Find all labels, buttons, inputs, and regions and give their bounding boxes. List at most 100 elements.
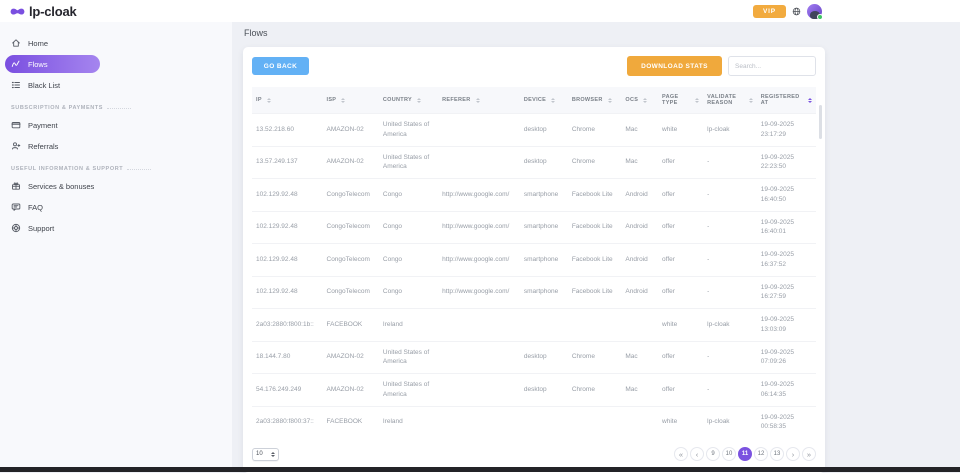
sort-icon[interactable]	[551, 97, 556, 103]
table-cell: Mac	[621, 113, 659, 146]
list-icon	[11, 80, 21, 90]
search-input[interactable]	[728, 56, 816, 76]
sidebar-item-referrals[interactable]: Referrals	[0, 137, 232, 155]
table-row: 54.176.249.249 AMAZON-02 United States of …	[252, 373, 816, 406]
sort-icon[interactable]	[695, 97, 700, 103]
sidebar-item-label: Payment	[28, 120, 58, 130]
table-cell: -	[703, 275, 757, 309]
download-stats-button[interactable]: DOWNLOAD STATS	[627, 56, 722, 76]
column-header-browser[interactable]: BROWSER	[567, 87, 622, 114]
table-cell: white	[658, 405, 704, 438]
sidebar-item-label: Referrals	[28, 141, 59, 151]
table-cell: smartphone	[519, 243, 568, 276]
column-header-country[interactable]: COUNTRY	[378, 87, 439, 114]
go-back-button[interactable]: GO BACK	[252, 57, 309, 75]
column-header-isp[interactable]: ISP	[322, 87, 379, 114]
sidebar-item-faq[interactable]: FAQ	[0, 198, 232, 216]
table-cell: -	[703, 178, 757, 211]
table-cell: Chrome	[567, 145, 622, 179]
table-cell: United States of America	[378, 145, 439, 179]
pagination-last-button[interactable]: »	[802, 447, 816, 461]
table-cell: 19-09-2025 13:03:09	[756, 308, 816, 341]
sort-icon[interactable]	[266, 97, 271, 103]
table-cell: Congo	[378, 178, 439, 211]
table-cell: lp-cloak	[703, 113, 757, 146]
table-row: 2a03:2880:f800:37:: FACEBOOK Ireland white l…	[252, 405, 816, 438]
sidebar-item-flows[interactable]: Flows	[5, 55, 100, 73]
sort-icon[interactable]	[475, 97, 480, 103]
column-header-registered-at[interactable]: REGISTERED AT	[756, 87, 816, 114]
table-cell: -	[703, 340, 757, 374]
sidebar-item-services-bonuses[interactable]: Services & bonuses	[0, 177, 232, 195]
pagination-page-13[interactable]: 13	[770, 447, 784, 461]
table-cell: Mac	[621, 145, 659, 179]
sort-icon[interactable]	[643, 97, 648, 103]
sort-icon[interactable]	[748, 97, 753, 103]
pagination: «‹ 9 10 11 12 13 ›»	[674, 447, 816, 461]
column-header-ocs[interactable]: OCS	[621, 87, 659, 114]
card-toolbar: GO BACK DOWNLOAD STATS	[252, 56, 816, 76]
sidebar-nav: Home Flows Black List SUBSCRIPTION & PAYMEN…	[0, 22, 232, 467]
table-cell: United States of America	[378, 373, 439, 406]
pagination-page-9[interactable]: 9	[706, 447, 720, 461]
pagination-page-11[interactable]: 11	[738, 447, 752, 461]
sort-icon[interactable]	[341, 97, 346, 103]
column-header-validate-reason[interactable]: VALIDATE REASON	[703, 87, 757, 114]
user-avatar[interactable]	[807, 3, 823, 20]
pagination-first-button[interactable]: «	[674, 447, 688, 461]
table-cell: AMAZON-02	[322, 373, 379, 406]
sort-icon[interactable]	[808, 97, 812, 103]
globe-language-icon[interactable]	[792, 7, 801, 16]
table-cell: Chrome	[567, 373, 622, 406]
table-cell: 102.129.92.48	[252, 275, 323, 309]
bottom-edge-bar	[0, 467, 960, 472]
page-size-select[interactable]: 10	[252, 447, 279, 461]
table-cell: offer	[658, 340, 704, 374]
table-cell: Android	[621, 243, 659, 276]
table-cell: desktop	[519, 145, 568, 179]
sort-icon[interactable]	[416, 97, 421, 103]
table-cell: 102.129.92.48	[252, 178, 323, 211]
table-cell: CongoTelecom	[322, 243, 379, 276]
column-header-referer[interactable]: REFERER	[438, 87, 520, 114]
table-cell: offer	[658, 210, 704, 244]
sidebar-item-home[interactable]: Home	[0, 34, 232, 52]
sidebar-item-support[interactable]: Support	[0, 219, 232, 237]
pagination-page-10[interactable]: 10	[722, 447, 736, 461]
column-header-page-type[interactable]: PAGE TYPE	[658, 87, 704, 114]
table-cell: AMAZON-02	[322, 145, 379, 179]
card-footer: 10 «‹ 9 10 11 12 13 ›»	[252, 447, 816, 461]
pagination-page-12[interactable]: 12	[754, 447, 768, 461]
table-cell: Mac	[621, 340, 659, 374]
column-header-device[interactable]: DEVICE	[519, 87, 568, 114]
table-cell	[438, 308, 520, 341]
table-cell	[438, 113, 520, 146]
table-cell: 2a03:2880:f800:1b::	[252, 308, 323, 341]
table-cell	[567, 405, 622, 438]
table-cell: United States of America	[378, 113, 439, 146]
table-cell: CongoTelecom	[322, 210, 379, 244]
sidebar-section-title: SUBSCRIPTION & PAYMENTS	[0, 105, 232, 111]
table-cell	[621, 405, 659, 438]
table-cell: Android	[621, 178, 659, 211]
vip-button[interactable]: VIP	[753, 4, 786, 18]
sidebar-item-label: Home	[28, 38, 49, 48]
table-cell: FACEBOOK	[322, 405, 379, 438]
table-cell: Facebook Lite	[567, 243, 622, 276]
table-cell: -	[703, 210, 757, 244]
table-row: 13.52.218.60 AMAZON-02 United States of Am…	[252, 113, 816, 146]
table-cell: 19-09-2025 16:40:50	[756, 178, 816, 211]
table-cell: 102.129.92.48	[252, 243, 323, 276]
table-row: 102.129.92.48 CongoTelecom Congo http://www…	[252, 275, 816, 309]
sort-icon[interactable]	[607, 97, 612, 103]
table-scrollbar[interactable]	[819, 105, 822, 139]
pagination-prev-button[interactable]: ‹	[690, 447, 704, 461]
sidebar-item-black-list[interactable]: Black List	[0, 76, 232, 94]
column-header-ip[interactable]: IP	[252, 87, 323, 114]
pagination-next-button[interactable]: ›	[786, 447, 800, 461]
sidebar-item-payment[interactable]: Payment	[0, 116, 232, 134]
table-cell: white	[658, 308, 704, 341]
table-cell: 13.52.218.60	[252, 113, 323, 146]
table-cell: 13.57.249.137	[252, 145, 323, 179]
table-row: 18.144.7.80 AMAZON-02 United States of Ame…	[252, 340, 816, 374]
